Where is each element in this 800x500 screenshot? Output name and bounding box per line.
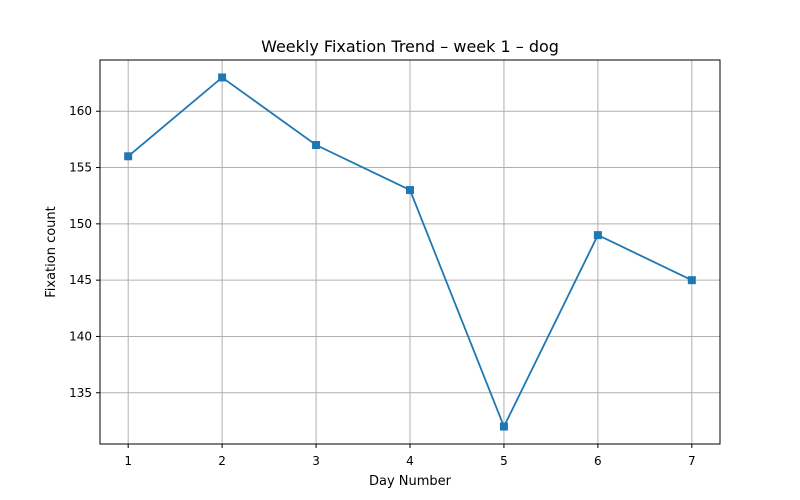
series-group <box>124 73 696 431</box>
y-tick-label: 150 <box>69 217 92 231</box>
data-point-marker <box>593 231 602 240</box>
y-tick-label: 160 <box>69 104 92 118</box>
x-tick-label: 4 <box>406 454 414 468</box>
chart-title: Weekly Fixation Trend – week 1 – dog <box>261 37 559 56</box>
x-axis-label: Day Number <box>369 474 452 489</box>
x-tick-label: 7 <box>688 454 696 468</box>
data-point-marker <box>499 422 508 431</box>
x-tick-label: 2 <box>218 454 226 468</box>
x-tick-label: 1 <box>124 454 132 468</box>
grid-lines <box>100 60 720 444</box>
data-point-marker <box>218 73 227 82</box>
data-point-marker <box>124 152 133 161</box>
x-tick-label: 3 <box>312 454 320 468</box>
data-point-marker <box>406 186 414 195</box>
y-tick-label: 140 <box>69 329 92 343</box>
y-tick-label: 145 <box>69 273 92 287</box>
data-point-marker <box>687 276 696 285</box>
x-tick-label: 6 <box>594 454 602 468</box>
y-tick-label: 155 <box>69 161 92 175</box>
data-point-marker <box>312 141 321 150</box>
y-tick-label: 135 <box>69 386 92 400</box>
axis-ticks: 1 2 3 4 5 6 7 135 140 145 150 155 160 <box>69 104 696 468</box>
x-tick-label: 5 <box>500 454 508 468</box>
y-axis-label: Fixation count <box>44 206 59 298</box>
